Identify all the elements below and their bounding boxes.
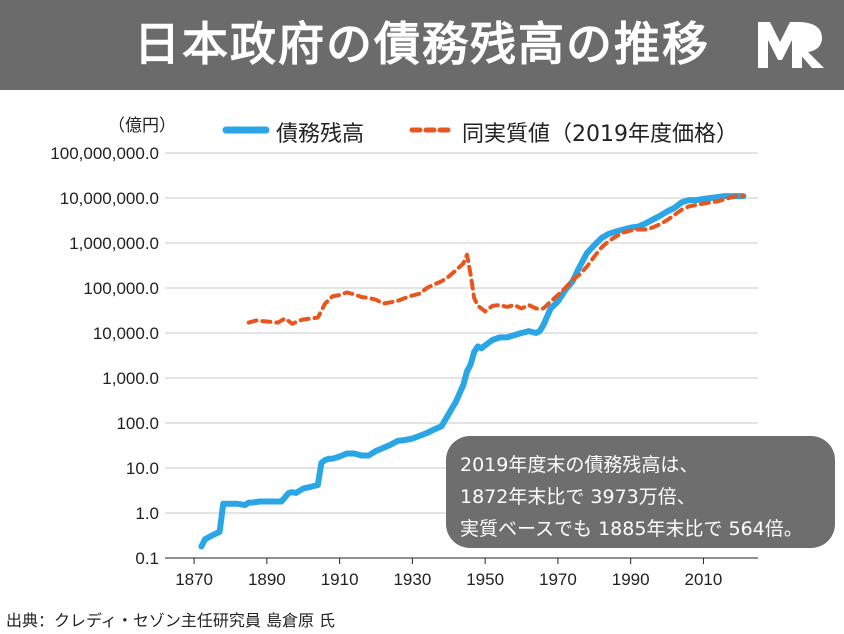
- y-axis-unit: （億円）: [108, 116, 176, 136]
- x-tick-label: 2010: [685, 570, 723, 589]
- source-credit: 出典：クレディ・セゾン主任研究員 島倉原 氏: [6, 611, 336, 630]
- y-tick-label: 10,000.0: [93, 324, 159, 343]
- brand-logo: [758, 22, 824, 68]
- y-tick-label: 100,000,000.0: [50, 144, 159, 163]
- legend: [222, 126, 455, 134]
- y-tick-label: 1,000,000.0: [69, 234, 159, 253]
- x-tick-label: 1910: [321, 570, 359, 589]
- x-tick-label: 1990: [612, 570, 650, 589]
- y-tick-label: 1,000.0: [102, 369, 159, 388]
- annotation-line-3: 実質ベースでも 1885年末比で 564倍。: [460, 518, 803, 540]
- x-tick-label: 1870: [175, 570, 213, 589]
- y-tick-label: 10.0: [126, 459, 159, 478]
- y-tick-label: 10,000,000.0: [60, 189, 159, 208]
- y-tick-label: 0.1: [135, 549, 159, 568]
- chart-plot: 100,000,000.0 10,000,000.0 1,000,000.0 100,…: [50, 144, 758, 589]
- series-line-debt: [198, 193, 747, 550]
- chart-title: 日本政府の債務残高の推移: [134, 17, 710, 71]
- x-tick-label: 1890: [248, 570, 286, 589]
- x-tick-label: 1930: [393, 570, 431, 589]
- y-tick-label: 100,000.0: [83, 279, 159, 298]
- annotation-line-1: 2019年度末の債務残高は、: [460, 454, 699, 476]
- title-bar: 日本政府の債務残高の推移: [0, 0, 844, 90]
- y-tick-label: 1.0: [135, 504, 159, 523]
- annotation-box: 2019年度末の債務残高は、 1872年末比で 3973万倍、 実質ベースでも …: [446, 436, 835, 548]
- x-tick-label: 1950: [466, 570, 504, 589]
- series-line-real-value: [246, 194, 746, 326]
- legend-label-debt: 債務残高: [276, 122, 365, 147]
- x-tick-label: 1970: [539, 570, 577, 589]
- y-tick-label: 100.0: [116, 414, 159, 433]
- annotation-line-2: 1872年末比で 3973万倍、: [460, 486, 696, 508]
- legend-label-real: 同実質値（2019年度価格）: [462, 122, 738, 147]
